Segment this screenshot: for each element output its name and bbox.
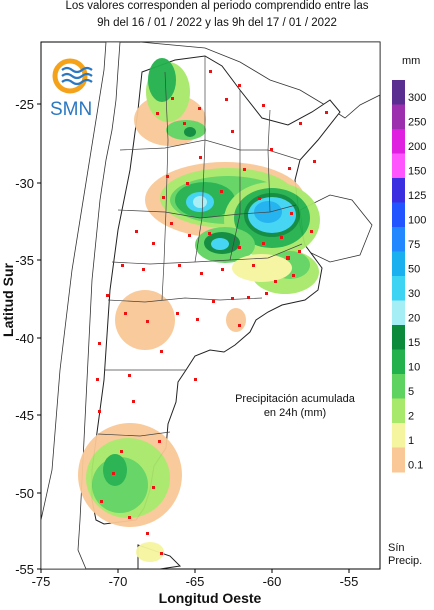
station-markers <box>96 70 328 555</box>
legend-swatch <box>392 325 405 350</box>
legend-swatch <box>392 374 405 399</box>
logo-wave-icon-3 <box>61 78 93 86</box>
precip-shading <box>78 58 320 562</box>
y-tick-5: -45 <box>15 408 34 423</box>
x-axis-label: Longitud Oeste <box>159 590 262 606</box>
legend-label: 2 <box>408 410 414 422</box>
annotation-line-1: Precipitación acumulada <box>235 393 356 405</box>
legend: mm 300 250 200 150 125 100 75 50 30 20 15 10 5 2 1 0.1 <box>392 55 426 473</box>
legend-swatch <box>392 251 405 277</box>
header-line-1: Los valores corresponden al periodo comp… <box>65 0 369 12</box>
y-tick-1: -25 <box>15 97 34 112</box>
legend-swatch <box>392 80 405 105</box>
legend-no-precip-label-1: Sín <box>388 542 405 554</box>
y-tick-6: -50 <box>15 486 34 501</box>
legend-label: 15 <box>408 337 420 349</box>
y-tick-7: -55 <box>15 562 34 577</box>
legend-swatch <box>392 153 405 179</box>
legend-no-precip-label-2: Precip. <box>388 555 422 567</box>
logo-wave-icon-1 <box>61 66 93 74</box>
annotation-line-2: en 24h (mm) <box>264 407 326 419</box>
legend-label: 300 <box>408 92 426 104</box>
x-tick-4: -60 <box>263 574 282 589</box>
legend-unit: mm <box>402 55 420 67</box>
y-axis-label: Latitud Sur <box>0 263 16 337</box>
legend-label: 10 <box>408 361 420 373</box>
logo-sun-icon <box>52 58 88 94</box>
y-tick-3: -35 <box>15 253 34 268</box>
legend-swatch <box>392 276 405 301</box>
x-tick-2: -70 <box>109 574 128 589</box>
x-tick-5: -55 <box>340 574 359 589</box>
legend-swatch <box>392 447 405 473</box>
smn-logo: SMN <box>50 58 93 120</box>
legend-swatch <box>392 398 405 424</box>
legend-label: 250 <box>408 116 426 128</box>
legend-label: 0.1 <box>408 459 423 471</box>
legend-swatch <box>392 202 405 228</box>
legend-swatch <box>392 104 405 130</box>
logo-wave-icon-2 <box>61 72 93 80</box>
logo-text: SMN <box>50 99 92 120</box>
legend-swatch <box>392 349 405 375</box>
legend-label: 50 <box>408 263 420 275</box>
legend-label: 100 <box>408 214 426 226</box>
legend-label: 125 <box>408 190 426 202</box>
legend-label: 30 <box>408 288 420 300</box>
legend-label: 200 <box>408 141 426 153</box>
legend-swatch <box>392 178 405 203</box>
legend-swatch <box>392 227 405 252</box>
legend-label: 75 <box>408 239 420 251</box>
y-tick-4: -40 <box>15 331 34 346</box>
legend-label: 1 <box>408 435 414 447</box>
legend-swatch <box>392 300 405 326</box>
legend-label: 5 <box>408 386 414 398</box>
y-tick-2: -30 <box>15 176 34 191</box>
map-layer <box>41 42 380 569</box>
legend-label: 150 <box>408 165 426 177</box>
legend-label: 20 <box>408 312 420 324</box>
header-line-2: 9h del 16 / 01 / 2022 y las 9h del 17 / … <box>97 17 337 29</box>
x-tick-1: -75 <box>32 574 51 589</box>
legend-swatch <box>392 423 405 448</box>
chile-landmass <box>41 42 121 569</box>
legend-swatch <box>392 129 405 154</box>
x-tick-3: -65 <box>186 574 205 589</box>
province-borders <box>97 56 303 437</box>
axis-ticks <box>37 103 350 573</box>
